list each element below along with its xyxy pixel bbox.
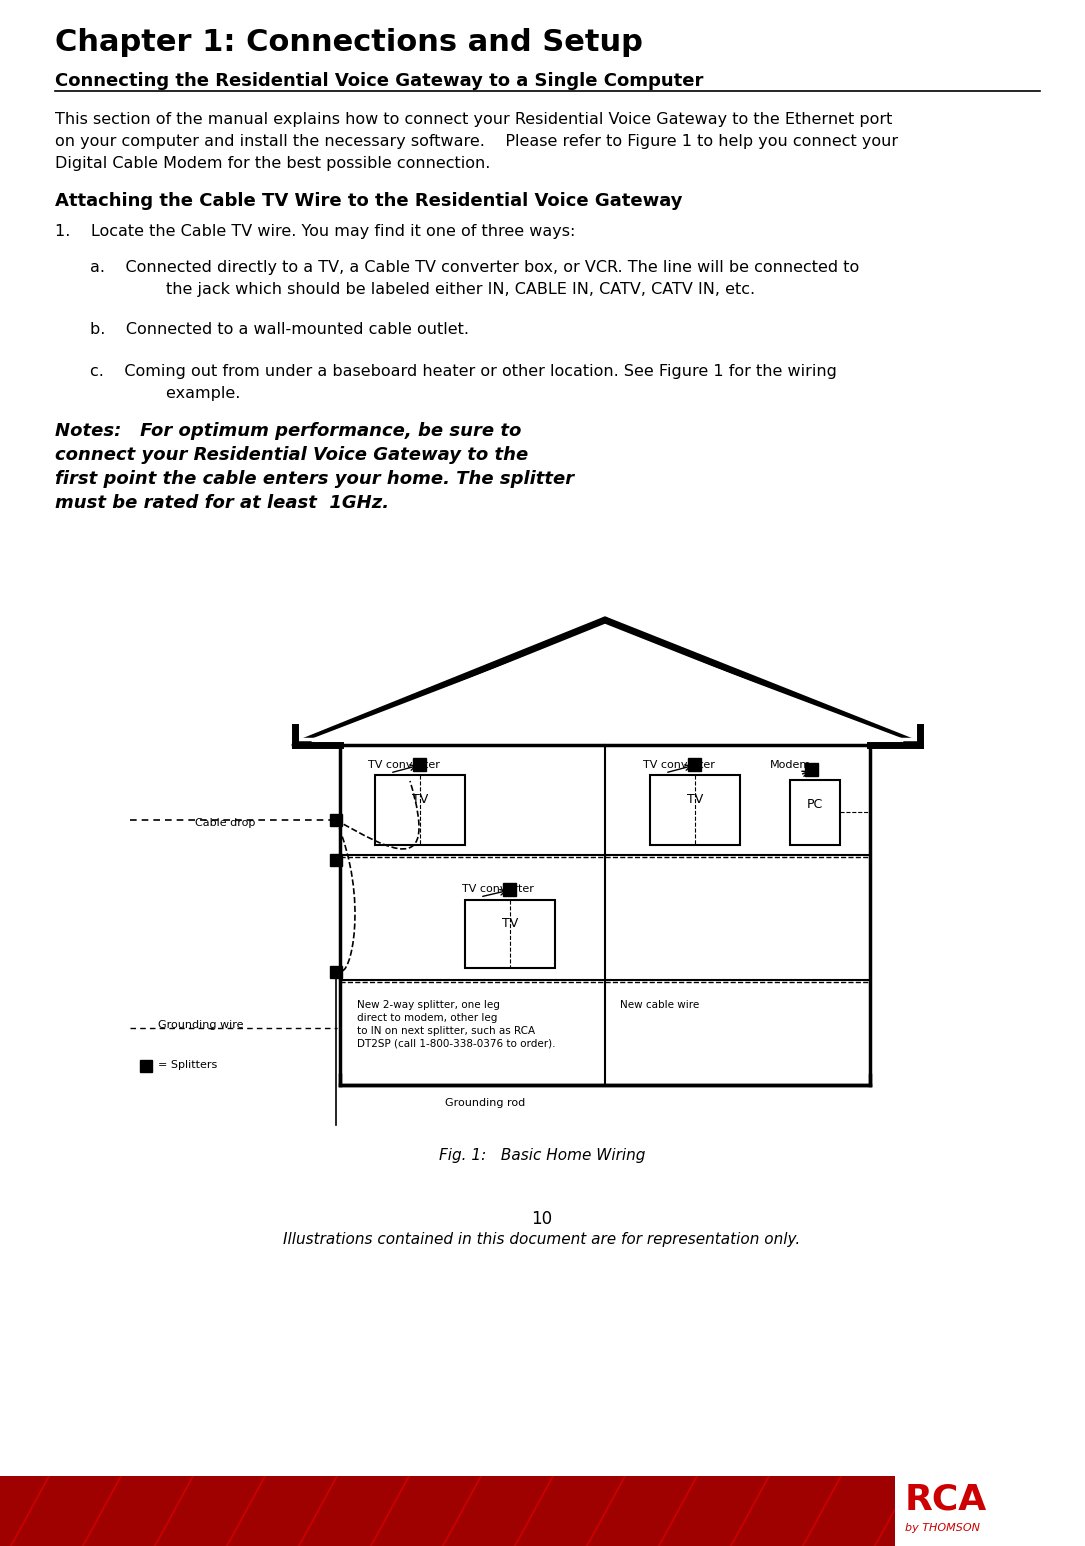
Text: the jack which should be labeled either IN, CABLE IN, CATV, CATV IN, etc.: the jack which should be labeled either … [125, 281, 755, 297]
Text: by THOMSON: by THOMSON [905, 1523, 980, 1534]
Text: Chapter 1: Connections and Setup: Chapter 1: Connections and Setup [55, 28, 643, 57]
Text: Grounding rod: Grounding rod [445, 1098, 525, 1108]
Bar [0, 1476, 1085, 1546]
Polygon shape [516, 1476, 624, 1546]
Text: Illustrations contained in this document are for representation only.: Illustrations contained in this document… [283, 1232, 801, 1248]
Text: DT2SP (call 1-800-338-0376 to order).: DT2SP (call 1-800-338-0376 to order). [357, 1039, 556, 1050]
Polygon shape [84, 1476, 192, 1546]
Bar [790, 781, 840, 846]
Polygon shape [660, 1476, 768, 1546]
Text: Attaching the Cable TV Wire to the Residential Voice Gateway: Attaching the Cable TV Wire to the Resid… [55, 192, 682, 210]
Text: TV converter: TV converter [643, 761, 715, 770]
Polygon shape [299, 1476, 408, 1546]
Text: TV: TV [412, 793, 429, 805]
Text: New cable wire: New cable wire [620, 1000, 699, 1010]
Text: b.    Connected to a wall-mounted cable outlet.: b. Connected to a wall-mounted cable out… [90, 322, 469, 337]
Text: Modem: Modem [770, 761, 812, 770]
Polygon shape [12, 1476, 120, 1546]
Text: Fig. 1:   Basic Home Wiring: Fig. 1: Basic Home Wiring [438, 1149, 646, 1163]
Text: direct to modem, other leg: direct to modem, other leg [357, 1013, 497, 1023]
Text: RCA: RCA [905, 1483, 987, 1517]
Text: Notes:   For optimum performance, be sure to: Notes: For optimum performance, be sure … [55, 422, 522, 441]
Text: to IN on next splitter, such as RCA: to IN on next splitter, such as RCA [357, 1027, 535, 1036]
Polygon shape [876, 1476, 984, 1546]
Text: Digital Cable Modem for the best possible connection.: Digital Cable Modem for the best possibl… [55, 156, 490, 172]
Text: 1.    Locate the Cable TV wire. You may find it one of three ways:: 1. Locate the Cable TV wire. You may fin… [55, 224, 575, 240]
Bar [330, 815, 342, 826]
Bar [413, 758, 426, 771]
Text: must be rated for at least  1GHz.: must be rated for at least 1GHz. [55, 495, 390, 512]
Text: New 2-way splitter, one leg: New 2-way splitter, one leg [357, 1000, 500, 1010]
Polygon shape [228, 1476, 336, 1546]
Bar [330, 966, 342, 979]
Polygon shape [372, 1476, 480, 1546]
Polygon shape [0, 1476, 48, 1546]
Polygon shape [732, 1476, 840, 1546]
Text: connect your Residential Voice Gateway to the: connect your Residential Voice Gateway t… [55, 445, 528, 464]
Bar [140, 1061, 152, 1071]
Text: first point the cable enters your home. The splitter: first point the cable enters your home. … [55, 470, 574, 489]
Text: Cable drop: Cable drop [195, 818, 255, 829]
Bar [503, 883, 516, 897]
Bar [330, 853, 342, 866]
Polygon shape [444, 1476, 552, 1546]
Bar [375, 775, 465, 846]
Bar [465, 900, 556, 968]
Polygon shape [1020, 1476, 1085, 1546]
Bar [895, 1476, 1085, 1546]
Text: PC: PC [807, 798, 824, 812]
Text: This section of the manual explains how to connect your Residential Voice Gatewa: This section of the manual explains how … [55, 111, 892, 127]
Text: TV converter: TV converter [368, 761, 439, 770]
Text: example.: example. [125, 386, 241, 400]
Text: TV: TV [502, 917, 519, 931]
Bar [805, 764, 818, 776]
Polygon shape [588, 1476, 695, 1546]
Text: Grounding wire: Grounding wire [158, 1020, 243, 1030]
Polygon shape [948, 1476, 1056, 1546]
Text: = Splitters: = Splitters [158, 1061, 217, 1070]
Bar [688, 758, 701, 771]
Polygon shape [156, 1476, 264, 1546]
Text: TV: TV [687, 793, 703, 805]
Text: on your computer and install the necessary software.    Please refer to Figure 1: on your computer and install the necessa… [55, 135, 898, 148]
Text: c.    Coming out from under a baseboard heater or other location. See Figure 1 f: c. Coming out from under a baseboard hea… [90, 363, 837, 379]
Text: a.    Connected directly to a TV, a Cable TV converter box, or VCR. The line wil: a. Connected directly to a TV, a Cable T… [90, 260, 859, 275]
Text: TV converter: TV converter [462, 884, 534, 894]
Polygon shape [804, 1476, 912, 1546]
Text: 10: 10 [532, 1211, 552, 1228]
Text: Connecting the Residential Voice Gateway to a Single Computer: Connecting the Residential Voice Gateway… [55, 73, 703, 90]
Bar [650, 775, 740, 846]
